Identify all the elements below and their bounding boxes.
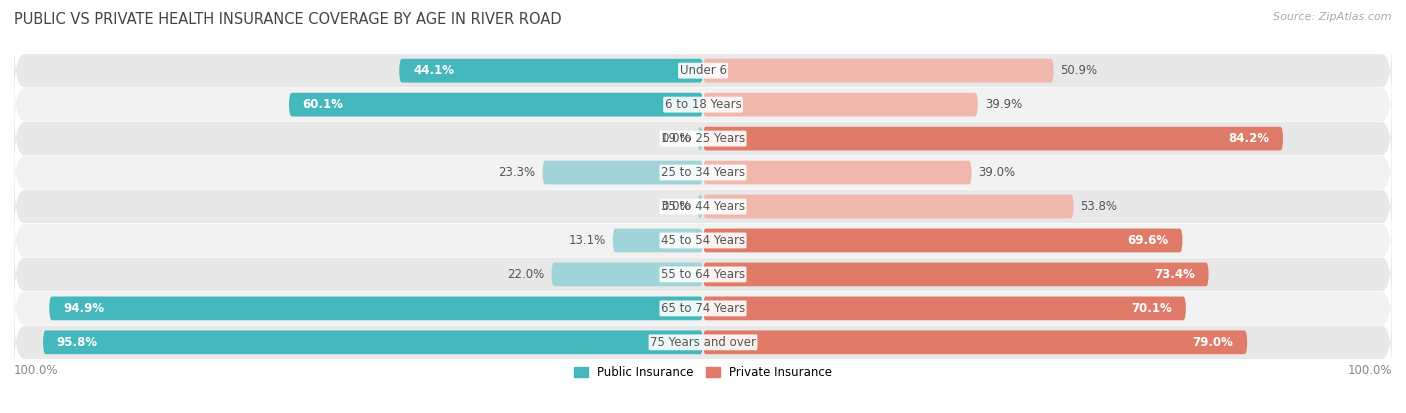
Text: 75 Years and over: 75 Years and over [650, 336, 756, 349]
FancyBboxPatch shape [14, 36, 1392, 105]
FancyBboxPatch shape [543, 161, 703, 185]
FancyBboxPatch shape [49, 297, 703, 320]
FancyBboxPatch shape [14, 138, 1392, 207]
FancyBboxPatch shape [703, 228, 1182, 252]
FancyBboxPatch shape [14, 308, 1392, 377]
FancyBboxPatch shape [551, 263, 703, 286]
Text: 6 to 18 Years: 6 to 18 Years [665, 98, 741, 111]
Text: 50.9%: 50.9% [1060, 64, 1098, 77]
Text: 70.1%: 70.1% [1132, 302, 1173, 315]
Text: 95.8%: 95.8% [56, 336, 98, 349]
FancyBboxPatch shape [14, 104, 1392, 173]
Text: 35 to 44 Years: 35 to 44 Years [661, 200, 745, 213]
FancyBboxPatch shape [14, 70, 1392, 139]
Text: 100.0%: 100.0% [1347, 364, 1392, 377]
Text: 94.9%: 94.9% [63, 302, 104, 315]
Text: 45 to 54 Years: 45 to 54 Years [661, 234, 745, 247]
Text: 73.4%: 73.4% [1154, 268, 1195, 281]
Text: 0.0%: 0.0% [661, 132, 690, 145]
Text: 13.1%: 13.1% [568, 234, 606, 247]
FancyBboxPatch shape [14, 172, 1392, 241]
Text: 100.0%: 100.0% [14, 364, 59, 377]
FancyBboxPatch shape [697, 195, 703, 218]
FancyBboxPatch shape [14, 274, 1392, 343]
Text: 65 to 74 Years: 65 to 74 Years [661, 302, 745, 315]
Text: Under 6: Under 6 [679, 64, 727, 77]
FancyBboxPatch shape [703, 127, 1284, 150]
Text: 44.1%: 44.1% [413, 64, 454, 77]
FancyBboxPatch shape [399, 59, 703, 83]
FancyBboxPatch shape [703, 93, 979, 116]
FancyBboxPatch shape [703, 263, 1209, 286]
FancyBboxPatch shape [703, 161, 972, 185]
Text: 84.2%: 84.2% [1229, 132, 1270, 145]
Text: 39.9%: 39.9% [984, 98, 1022, 111]
FancyBboxPatch shape [44, 330, 703, 354]
Text: Source: ZipAtlas.com: Source: ZipAtlas.com [1274, 12, 1392, 22]
FancyBboxPatch shape [703, 330, 1247, 354]
Text: 19 to 25 Years: 19 to 25 Years [661, 132, 745, 145]
FancyBboxPatch shape [613, 228, 703, 252]
FancyBboxPatch shape [14, 206, 1392, 275]
FancyBboxPatch shape [14, 240, 1392, 309]
Text: 69.6%: 69.6% [1128, 234, 1168, 247]
Text: 53.8%: 53.8% [1081, 200, 1118, 213]
Text: 55 to 64 Years: 55 to 64 Years [661, 268, 745, 281]
Text: 60.1%: 60.1% [302, 98, 343, 111]
Text: 0.0%: 0.0% [661, 200, 690, 213]
FancyBboxPatch shape [290, 93, 703, 116]
FancyBboxPatch shape [703, 195, 1074, 218]
Text: 22.0%: 22.0% [508, 268, 544, 281]
Text: 23.3%: 23.3% [499, 166, 536, 179]
Text: PUBLIC VS PRIVATE HEALTH INSURANCE COVERAGE BY AGE IN RIVER ROAD: PUBLIC VS PRIVATE HEALTH INSURANCE COVER… [14, 12, 561, 27]
FancyBboxPatch shape [703, 297, 1185, 320]
Text: 79.0%: 79.0% [1192, 336, 1233, 349]
FancyBboxPatch shape [703, 59, 1053, 83]
Text: 39.0%: 39.0% [979, 166, 1015, 179]
FancyBboxPatch shape [697, 127, 703, 150]
Text: 25 to 34 Years: 25 to 34 Years [661, 166, 745, 179]
Legend: Public Insurance, Private Insurance: Public Insurance, Private Insurance [569, 361, 837, 384]
